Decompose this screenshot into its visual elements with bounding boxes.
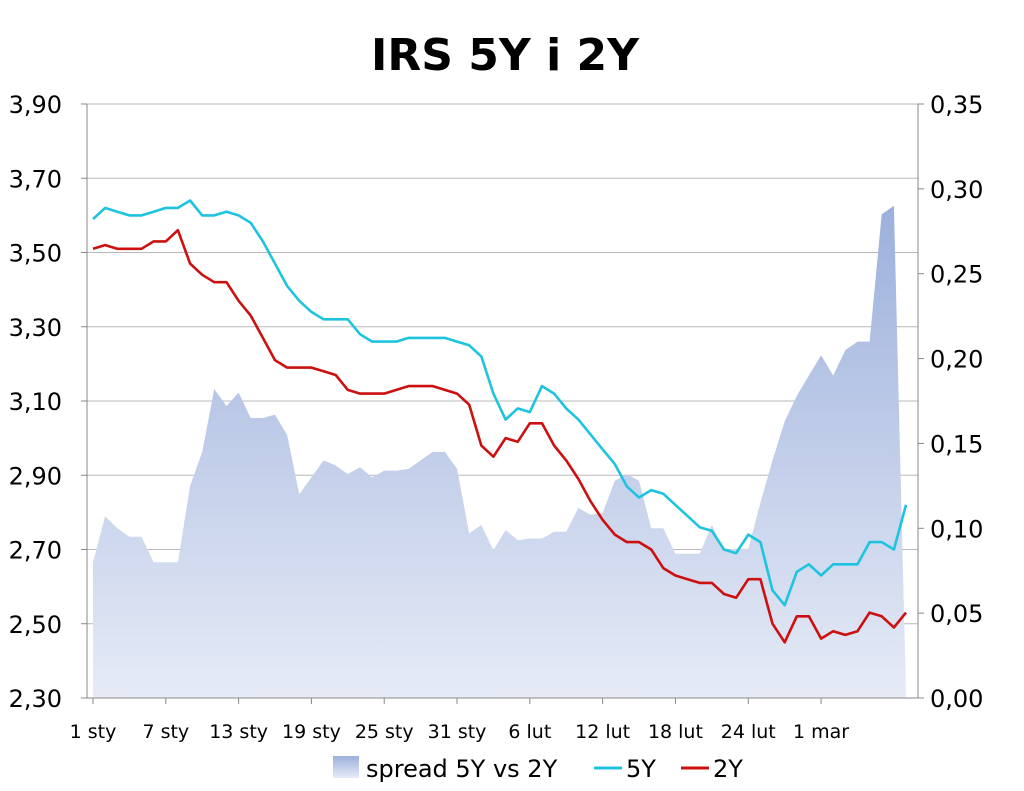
y-left-tick-label: 2,90 [9,462,62,490]
legend-swatch-spread [333,756,359,778]
x-tick-label: 13 sty [209,721,268,743]
x-tick-label: 12 lut [575,721,630,743]
x-tick-label: 6 lut [508,721,551,743]
y-left-tick-label: 3,70 [9,165,62,193]
y-left-tick-label: 3,30 [9,314,62,342]
series-5y-line [92,199,908,607]
x-tick-label: 19 sty [282,721,341,743]
x-tick-label: 1 mar [793,721,849,743]
y-right-tick-label: 0,20 [930,346,983,374]
chart-title: IRS 5Y i 2Y [371,30,639,81]
x-tick-label: 31 sty [428,721,487,743]
legend-label-5y: 5Y [626,755,656,783]
y-right-tick-label: 0,00 [930,685,983,713]
y-left-tick-label: 2,30 [9,685,62,713]
x-tick-label: 18 lut [648,721,703,743]
y-left-tick-label: 3,50 [9,240,62,268]
legend-label-spread: spread 5Y vs 2Y [366,755,558,783]
y-right-tick-label: 0,25 [930,261,983,289]
series-2y-line [92,228,908,644]
y-right-tick-label: 0,05 [930,600,983,628]
x-tick-label: 24 lut [721,721,776,743]
x-tick-label: 25 sty [355,721,414,743]
y-right-tick-label: 0,30 [930,176,983,204]
legend-label-2y: 2Y [713,755,743,783]
y-left-tick-label: 2,70 [9,537,62,565]
y-right-tick-label: 0,15 [930,430,983,458]
x-tick-label: 7 sty [142,721,189,743]
spread-area [93,205,906,699]
x-tick-label: 1 sty [70,721,117,743]
y-right-tick-label: 0,35 [930,91,983,119]
y-left-tick-label: 2,50 [9,611,62,639]
y-right-tick-label: 0,10 [930,515,983,543]
y-left-tick-label: 3,10 [9,388,62,416]
y-left-tick-label: 3,90 [9,91,62,119]
